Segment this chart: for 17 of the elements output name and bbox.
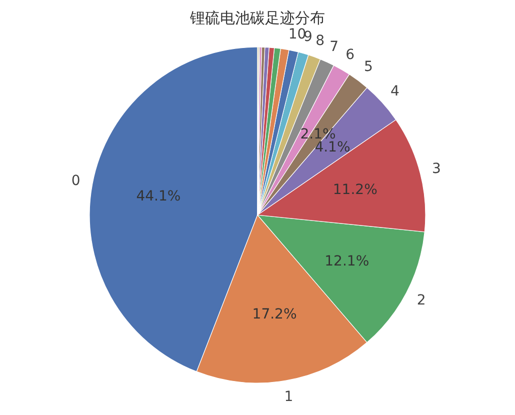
slice-label: 5	[364, 59, 373, 76]
slice-label: 4	[390, 83, 400, 100]
slice-label: 2	[416, 292, 426, 308]
data-label: 2.1%	[300, 126, 336, 142]
chart-title: 锂硫电池碳足迹分布	[189, 9, 325, 27]
data-label: 11.2%	[332, 182, 378, 198]
slice-label: 0	[71, 172, 80, 189]
slice-label: 8	[316, 33, 325, 50]
slice-label: 10	[288, 26, 306, 43]
data-label: 4.1%	[314, 140, 350, 156]
slice-label: 6	[346, 47, 355, 64]
slice-label: 1	[284, 389, 294, 406]
data-label: 12.1%	[324, 254, 370, 270]
data-label: 17.2%	[252, 306, 297, 322]
data-label: 44.1%	[136, 188, 181, 204]
slice-label: 7	[330, 38, 339, 55]
slice-label: 3	[432, 161, 441, 178]
